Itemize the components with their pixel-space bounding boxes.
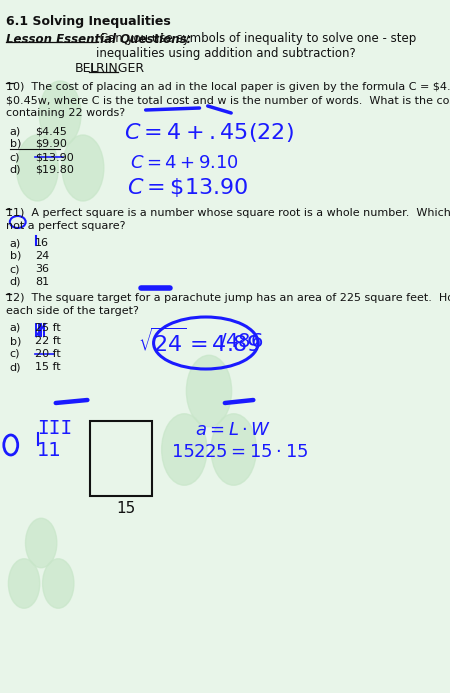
Text: 6.1 Solving Inequalities: 6.1 Solving Inequalities [6,15,171,28]
Text: a): a) [9,126,21,136]
Text: 81: 81 [35,277,49,287]
Text: 11)  A perfect square is a number whose square root is a whole number.  Which of: 11) A perfect square is a number whose s… [6,208,450,231]
Text: 15: 15 [172,443,195,461]
Text: $225 = 15 \cdot 15$: $225 = 15 \cdot 15$ [193,443,308,461]
Text: BEL: BEL [75,62,98,75]
Text: 36: 36 [35,264,49,274]
Text: a): a) [9,238,21,248]
Text: d): d) [9,277,21,287]
Text: 15 ft: 15 ft [35,362,60,372]
Text: 12)  The square target for a parachute jump has an area of 225 square feet.  How: 12) The square target for a parachute ju… [6,293,450,316]
Text: $\sqrt{24} = 4.89$: $\sqrt{24} = 4.89$ [138,328,261,356]
Text: $19.80: $19.80 [35,165,74,175]
Circle shape [162,414,207,485]
Text: b): b) [9,336,21,346]
Text: $C = \$13.90$: $C = \$13.90$ [126,176,248,199]
Text: c): c) [9,264,20,274]
Text: III: III [37,419,72,438]
Text: $C = 4 + .45(22)$: $C = 4 + .45(22)$ [123,121,293,144]
Bar [90,421,152,496]
Text: 20 ft: 20 ft [35,349,61,359]
Text: 25 ft: 25 ft [35,323,61,333]
Text: a): a) [9,323,21,333]
Text: b): b) [9,139,21,149]
Circle shape [186,356,232,427]
Text: d): d) [9,165,21,175]
Circle shape [9,559,40,608]
Text: Can you use symbols of inequality to solve one - step
inequalities using additio: Can you use symbols of inequality to sol… [96,32,417,60]
Text: 16: 16 [35,238,49,248]
Circle shape [43,559,74,608]
Text: $9.90: $9.90 [35,139,67,149]
Text: 24: 24 [35,251,49,261]
Text: $13.90: $13.90 [35,152,74,162]
Circle shape [62,135,104,201]
Circle shape [17,135,58,201]
Circle shape [211,414,256,485]
Text: LRINGER: LRINGER [89,62,144,75]
Text: c): c) [9,152,20,162]
Circle shape [26,518,57,568]
Text: 22 ft: 22 ft [35,336,61,346]
Text: $C = 4 + 9.10$: $C = 4 + 9.10$ [130,154,239,172]
Text: $a = L \cdot W$: $a = L \cdot W$ [195,421,271,439]
Text: 10)  The cost of placing an ad in the local paper is given by the formula C = $4: 10) The cost of placing an ad in the loc… [6,82,450,119]
Text: $4.45: $4.45 [35,126,67,136]
Circle shape [39,81,81,147]
Text: $/486$: $/486$ [219,331,263,351]
Text: 15: 15 [116,501,135,516]
Text: d): d) [9,362,21,372]
Text: b): b) [9,251,21,261]
Text: 11: 11 [37,441,62,460]
Text: Lesson Essential Questions:: Lesson Essential Questions: [6,32,192,45]
Text: c): c) [9,349,20,359]
